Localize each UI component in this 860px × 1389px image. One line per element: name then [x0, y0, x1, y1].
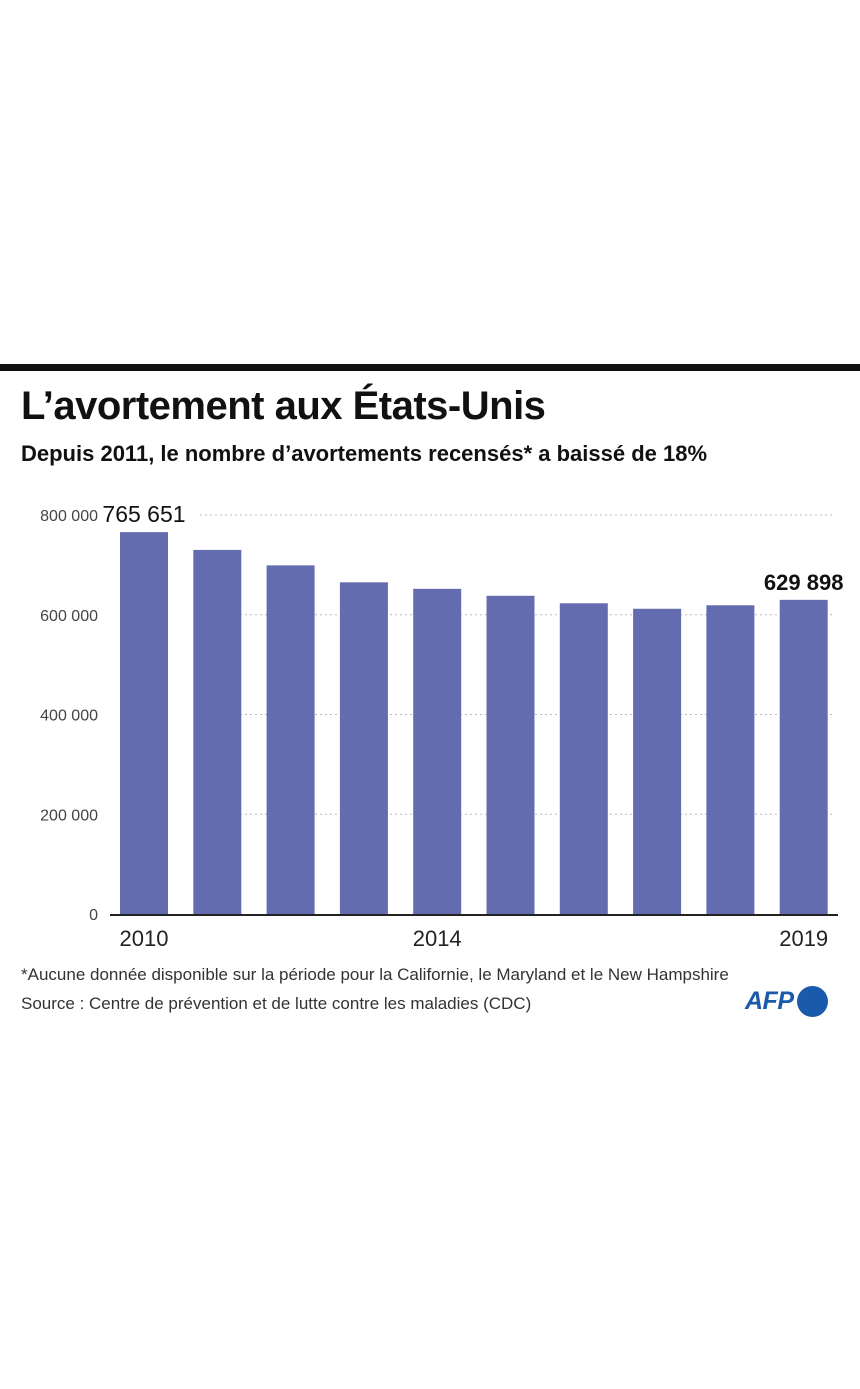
data-labels: 765 651 629 898	[102, 501, 843, 595]
y-axis-ticks: 0 200 000 400 000 600 000 800 000	[40, 508, 98, 924]
bar-2010	[120, 532, 168, 914]
bar-2019	[779, 599, 828, 914]
afp-logo-text: AFP	[745, 986, 794, 1015]
x-tick-label-2019: 2019	[779, 926, 828, 951]
bar-2012	[266, 565, 315, 914]
bar-2011	[193, 549, 242, 914]
chart-subtitle: Depuis 2011, le nombre d’avortements rec…	[21, 441, 708, 466]
data-label-2019: 629 898	[764, 570, 844, 595]
bar-2017	[633, 608, 682, 914]
afp-logo: AFP	[745, 984, 828, 1018]
footnote: *Aucune donnée disponible sur la période…	[21, 965, 729, 984]
x-tick-label-2010: 2010	[120, 926, 169, 951]
data-label-2010: 765 651	[102, 501, 185, 527]
x-tick-label-2014: 2014	[413, 926, 462, 951]
bar-2015	[486, 595, 535, 914]
y-tick-label: 0	[89, 907, 98, 924]
bar-2018	[706, 605, 755, 914]
x-axis-ticks: 2010 2014 2019	[120, 926, 829, 951]
bar-2016	[559, 603, 608, 914]
y-tick-label: 600 000	[40, 608, 98, 625]
y-tick-label: 200 000	[40, 807, 98, 824]
chart-title: L’avortement aux États-Unis	[21, 384, 546, 428]
bar-2013	[339, 582, 388, 914]
y-tick-label: 400 000	[40, 708, 98, 725]
source-line: Source : Centre de prévention et de lutt…	[21, 994, 532, 1013]
afp-logo-circle-icon	[796, 985, 828, 1017]
bar-2014	[413, 588, 462, 914]
y-tick-label: 800 000	[40, 508, 98, 525]
top-rule	[0, 364, 860, 371]
bars	[120, 532, 828, 914]
